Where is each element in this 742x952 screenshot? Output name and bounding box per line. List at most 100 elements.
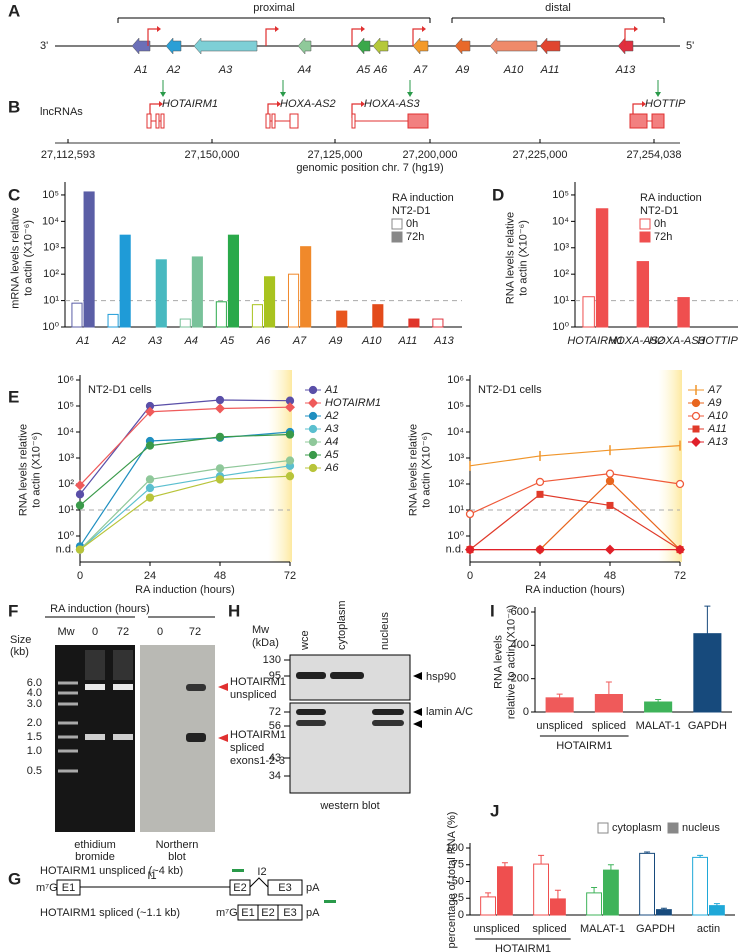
ladder-label: 1.0 <box>27 745 42 757</box>
panel-label: C <box>8 185 20 204</box>
ladder-label: 4.0 <box>27 687 42 699</box>
intron <box>249 877 269 888</box>
y-tick-label: 10⁰ <box>552 321 569 333</box>
error-bar <box>704 605 711 634</box>
tail-label: pA <box>306 882 320 894</box>
smear <box>113 650 133 680</box>
gene-label: A7 <box>413 64 428 76</box>
point <box>75 480 85 491</box>
point <box>145 493 155 502</box>
y-tick-label: 100 <box>446 842 464 854</box>
tail-label: pA <box>306 907 320 919</box>
region-label: proximal <box>253 2 295 14</box>
panel-label: I <box>490 601 495 620</box>
bar <box>545 697 574 713</box>
genomic-axis-title: genomic position chr. 7 (hg19) <box>296 162 443 174</box>
protein-label: hsp90 <box>426 671 456 683</box>
y-tick-label: 25 <box>452 892 464 904</box>
gene <box>539 37 561 55</box>
ladder-label: 1.5 <box>27 731 42 743</box>
band <box>296 709 326 715</box>
series-line <box>470 480 681 551</box>
error-bar <box>607 864 614 871</box>
legend-label: 0h <box>654 218 666 230</box>
bar <box>215 301 227 328</box>
point <box>145 475 155 484</box>
promoter <box>351 28 361 46</box>
promoter-head <box>361 101 365 107</box>
x-tick-label: HOXA-AS2 <box>608 335 664 347</box>
bar <box>336 310 348 328</box>
x-tick-label: GAPDH <box>636 923 675 935</box>
mw-label: 43 <box>269 752 281 764</box>
bar <box>582 296 595 328</box>
gene-label: A3 <box>218 64 233 76</box>
point <box>215 475 225 484</box>
lane-label: 0 <box>157 626 163 638</box>
error-bar <box>644 851 651 854</box>
panel-label: G <box>8 869 21 888</box>
end-label: 5' <box>686 40 694 52</box>
y-tick-label: 10² <box>43 268 59 280</box>
y-axis-label: RNA levels relative <box>407 424 419 516</box>
x-tick-label: A5 <box>220 335 235 347</box>
y-tick-label: 10¹ <box>43 294 59 306</box>
series-line <box>469 493 681 551</box>
y-axis-label: relative to actin (X10⁻⁶) <box>505 605 517 719</box>
point <box>215 464 225 473</box>
ladder-band <box>58 721 78 725</box>
point <box>145 483 155 493</box>
x-tick-label: unspliced <box>473 923 519 935</box>
genomic-label: 27,150,000 <box>184 149 239 161</box>
panel-label: D <box>492 185 504 204</box>
exon <box>229 879 251 896</box>
gene <box>193 37 258 55</box>
legend-label: cytoplasm <box>612 822 662 834</box>
promoter-head <box>159 101 163 107</box>
series-line <box>469 444 681 467</box>
ladder-label: 3.0 <box>27 698 42 710</box>
point <box>215 395 225 405</box>
point <box>692 425 700 433</box>
gene-label: A9 <box>455 64 469 76</box>
blot-caption: western blot <box>319 800 379 812</box>
down-arrow <box>280 92 286 97</box>
x-tick-label: HOTAIRM1 <box>567 335 623 347</box>
error-bar <box>485 892 492 897</box>
y-tick-label: 10⁰ <box>42 321 59 333</box>
y-axis-label: to actin (X10⁻⁶) <box>22 220 34 296</box>
exon <box>289 113 299 129</box>
gene-label: A6 <box>373 64 388 76</box>
chart-title: NT2-D1 cells <box>478 384 542 396</box>
point <box>691 398 701 408</box>
legend-label: HOTAIRM1 <box>325 397 381 409</box>
bar <box>155 259 167 328</box>
point <box>605 469 615 478</box>
blot-bottom <box>289 702 411 794</box>
promoter <box>351 103 361 118</box>
legend-label: A1 <box>324 384 338 396</box>
point <box>75 545 85 554</box>
promoter <box>267 103 277 118</box>
panel-label: A <box>8 1 20 20</box>
bar <box>480 896 497 916</box>
error-bar <box>556 693 563 698</box>
point <box>691 437 701 447</box>
x-tick-label: 24 <box>144 570 156 582</box>
y-tick-label: 0 <box>523 706 529 718</box>
gene <box>165 37 182 55</box>
promoter <box>265 28 275 46</box>
x-tick-label: A9 <box>328 335 342 347</box>
legend-title: RA induction <box>640 192 702 204</box>
x-axis-label: RA induction (hours) <box>525 584 625 596</box>
bar <box>372 304 384 328</box>
x-tick-label: MALAT-1 <box>580 923 625 935</box>
x-tick-label: 48 <box>604 570 616 582</box>
y-tick-label: 10² <box>448 478 464 490</box>
point <box>75 501 85 510</box>
bar <box>636 261 650 328</box>
band <box>186 684 206 691</box>
ladder-band <box>58 735 78 739</box>
